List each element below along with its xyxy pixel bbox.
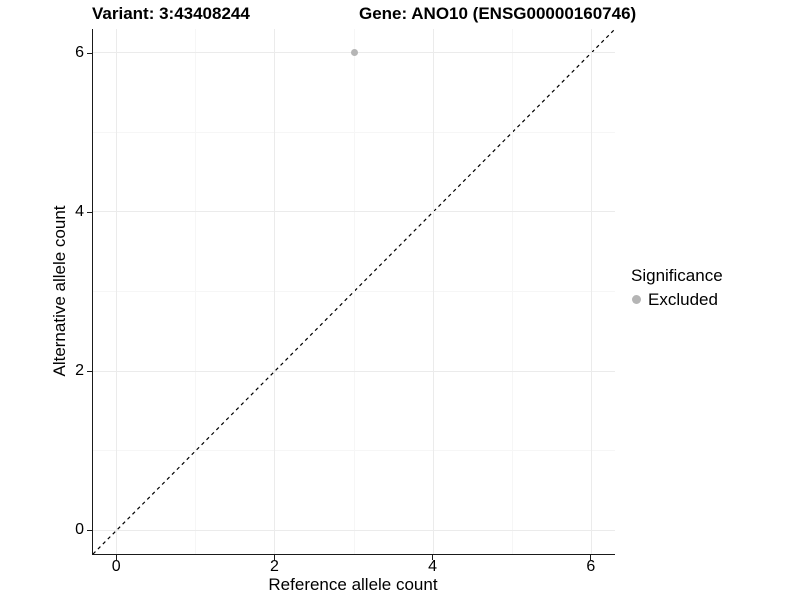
y-axis-title: Alternative allele count <box>50 205 69 377</box>
plot-title-gene: Gene: ANO10 (ENSG00000160746) <box>359 4 637 23</box>
x-tick-label: 2 <box>269 558 279 575</box>
x-axis-title: Reference allele count <box>268 575 438 594</box>
gridline-minor-horizontal <box>93 291 615 292</box>
x-tick-label: 6 <box>586 558 596 575</box>
y-axis-tick <box>87 371 92 373</box>
x-axis-tick <box>432 555 434 560</box>
legend: Significance Excluded <box>631 265 723 310</box>
y-tick-label: 6 <box>75 43 84 61</box>
y-axis-tick <box>87 211 92 213</box>
plot-panel <box>92 28 616 555</box>
gridline-major-vertical <box>590 29 592 554</box>
y-tick-label: 2 <box>75 362 84 380</box>
y-axis-tick <box>87 52 92 54</box>
y-tick-label: 4 <box>75 202 84 220</box>
gridline-major-horizontal <box>93 370 615 372</box>
x-axis-tick <box>590 555 592 560</box>
legend-item-label: Excluded <box>648 290 718 309</box>
identity-line-layer <box>92 28 616 555</box>
identity-dashed-line <box>92 28 616 555</box>
gridline-major-horizontal <box>93 211 615 213</box>
gridline-minor-horizontal <box>93 131 615 133</box>
gridline-minor-horizontal <box>93 450 615 452</box>
gridline-major-vertical <box>274 29 276 554</box>
plot-title-variant: Variant: 3:43408244 <box>92 4 250 23</box>
gridline-major-horizontal <box>93 529 615 531</box>
x-tick-label: 0 <box>111 558 121 575</box>
data-point-excluded <box>350 49 358 57</box>
gridline-major-vertical <box>432 29 434 554</box>
gridline-major-vertical <box>116 29 118 554</box>
x-axis-tick <box>273 555 275 560</box>
y-axis-tick <box>87 530 92 532</box>
x-tick-label: 4 <box>428 558 438 575</box>
legend-point-swatch-icon <box>632 295 641 304</box>
legend-item-excluded: Excluded <box>631 289 723 310</box>
x-axis-tick <box>115 555 117 560</box>
y-tick-label: 0 <box>75 521 84 539</box>
legend-title: Significance <box>631 266 723 285</box>
